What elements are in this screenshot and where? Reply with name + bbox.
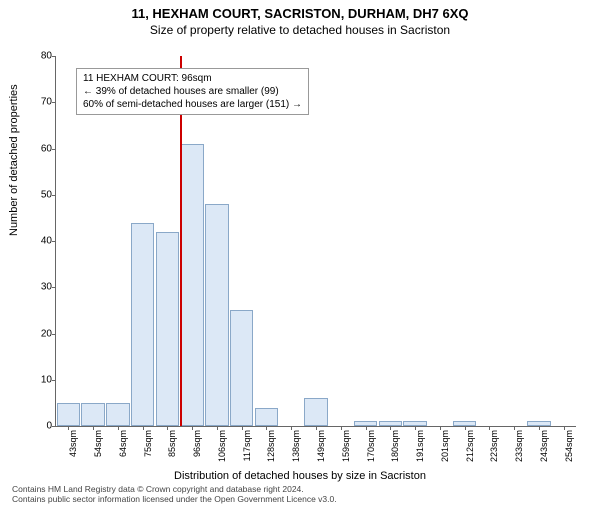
x-tick-mark [390,426,391,430]
x-tick-label: 54sqm [93,430,103,457]
x-tick-mark [68,426,69,430]
x-tick-mark [366,426,367,430]
x-tick-mark [539,426,540,430]
x-tick-mark [242,426,243,430]
chart-plot-area: 0102030405060708043sqm54sqm64sqm75sqm85s… [55,56,576,427]
x-tick-mark [564,426,565,430]
histogram-bar [106,403,130,426]
chart-title-main: 11, HEXHAM COURT, SACRISTON, DURHAM, DH7… [0,6,600,21]
y-axis-label: Number of detached properties [8,84,20,236]
x-tick-label: 149sqm [316,430,326,462]
credit-line-1: Contains HM Land Registry data © Crown c… [12,484,337,494]
histogram-bar [57,403,81,426]
x-tick-label: 170sqm [366,430,376,462]
x-tick-label: 243sqm [539,430,549,462]
x-tick-label: 75sqm [143,430,153,457]
histogram-bar [304,398,328,426]
y-tick-mark [52,241,56,242]
x-tick-label: 201sqm [440,430,450,462]
x-tick-label: 128sqm [266,430,276,462]
x-tick-mark [440,426,441,430]
y-tick-mark [52,102,56,103]
x-tick-label: 43sqm [68,430,78,457]
x-tick-label: 159sqm [341,430,351,462]
x-tick-mark [266,426,267,430]
x-tick-label: 212sqm [465,430,475,462]
x-tick-label: 180sqm [390,430,400,462]
histogram-bar [156,232,180,426]
histogram-bar [230,310,254,426]
y-tick-mark [52,287,56,288]
annotation-line-3: 60% of semi-detached houses are larger (… [83,98,302,111]
x-tick-mark [217,426,218,430]
x-tick-mark [465,426,466,430]
x-tick-label: 85sqm [167,430,177,457]
x-tick-mark [192,426,193,430]
x-tick-label: 64sqm [118,430,128,457]
x-tick-mark [514,426,515,430]
x-tick-label: 223sqm [489,430,499,462]
x-tick-label: 96sqm [192,430,202,457]
x-tick-mark [143,426,144,430]
y-tick-mark [52,56,56,57]
x-tick-mark [316,426,317,430]
x-tick-mark [93,426,94,430]
histogram-bar [180,144,204,426]
x-tick-mark [118,426,119,430]
y-tick-mark [52,380,56,381]
annotation-box: 11 HEXHAM COURT: 96sqm← 39% of detached … [76,68,309,115]
x-tick-label: 106sqm [217,430,227,462]
y-tick-mark [52,426,56,427]
y-tick-mark [52,149,56,150]
x-tick-label: 254sqm [564,430,574,462]
x-tick-label: 233sqm [514,430,524,462]
y-tick-mark [52,195,56,196]
x-tick-mark [489,426,490,430]
histogram-bar [131,223,155,427]
x-tick-label: 138sqm [291,430,301,462]
histogram-bar [81,403,105,426]
chart-title-sub: Size of property relative to detached ho… [0,23,600,37]
x-tick-mark [291,426,292,430]
x-tick-mark [167,426,168,430]
x-axis-label: Distribution of detached houses by size … [0,470,600,482]
histogram-bar [205,204,229,426]
y-tick-mark [52,334,56,335]
x-tick-label: 117sqm [242,430,252,461]
credit-line-2: Contains public sector information licen… [12,494,337,504]
annotation-line-2: ← 39% of detached houses are smaller (99… [83,85,302,98]
x-tick-label: 191sqm [415,430,425,462]
credit-text: Contains HM Land Registry data © Crown c… [12,484,337,504]
histogram-bar [255,408,279,427]
annotation-line-1: 11 HEXHAM COURT: 96sqm [83,72,302,85]
x-tick-mark [341,426,342,430]
x-tick-mark [415,426,416,430]
